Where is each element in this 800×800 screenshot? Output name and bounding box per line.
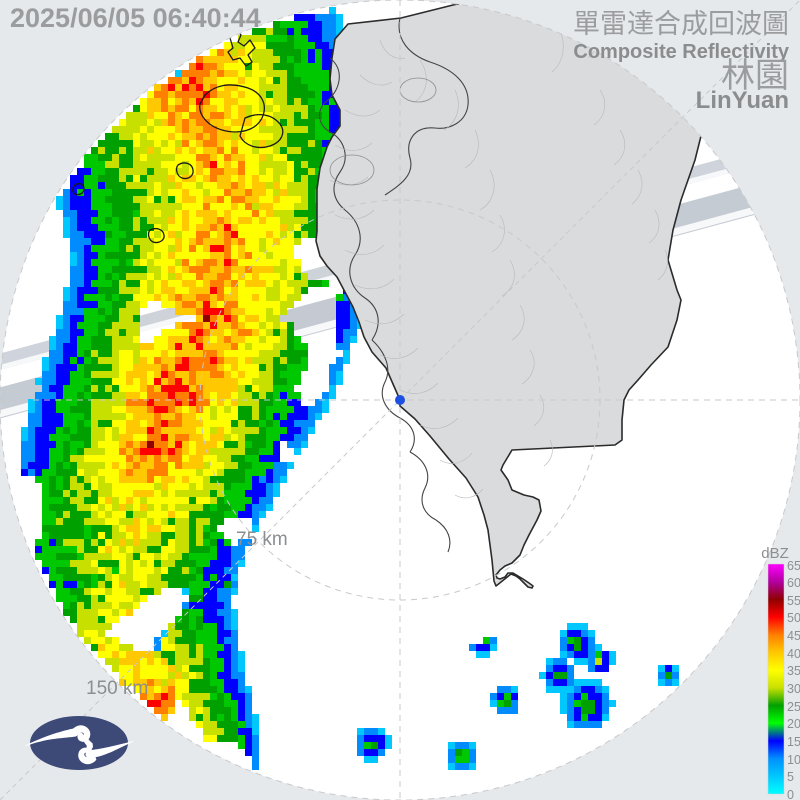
svg-text:35: 35 xyxy=(787,664,800,678)
svg-text:單雷達合成回波圖: 單雷達合成回波圖 xyxy=(573,9,789,39)
svg-text:55: 55 xyxy=(787,594,800,608)
svg-text:40: 40 xyxy=(787,647,800,661)
svg-text:75 km: 75 km xyxy=(236,529,288,550)
svg-text:2025/06/05 06:40:44: 2025/06/05 06:40:44 xyxy=(10,3,261,33)
svg-text:150 km: 150 km xyxy=(86,678,148,699)
svg-text:0: 0 xyxy=(787,788,794,800)
svg-text:20: 20 xyxy=(787,717,800,731)
svg-text:60: 60 xyxy=(787,576,800,590)
svg-text:5: 5 xyxy=(787,770,794,784)
svg-text:LinYuan: LinYuan xyxy=(696,87,789,114)
svg-text:10: 10 xyxy=(787,753,800,767)
svg-text:25: 25 xyxy=(787,700,800,714)
svg-text:45: 45 xyxy=(787,629,800,643)
svg-text:65: 65 xyxy=(787,559,800,573)
svg-text:30: 30 xyxy=(787,682,800,696)
svg-text:dBZ: dBZ xyxy=(761,545,789,562)
svg-text:15: 15 xyxy=(787,735,800,749)
svg-text:50: 50 xyxy=(787,611,800,625)
